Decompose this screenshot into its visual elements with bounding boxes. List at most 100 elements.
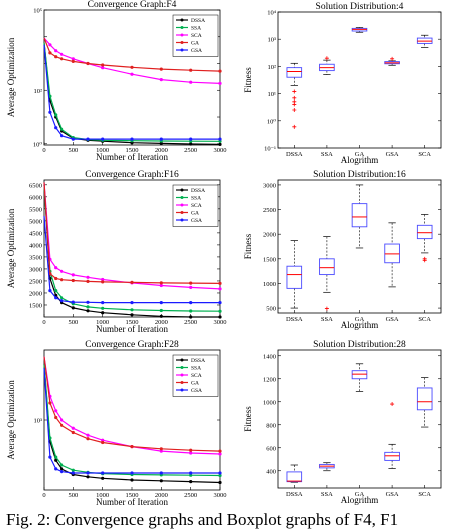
legend-marker-sca bbox=[180, 203, 184, 207]
data-point-ssa bbox=[54, 289, 58, 293]
legend-marker-sca bbox=[180, 33, 184, 37]
data-point-gsa bbox=[189, 301, 193, 305]
data-point-dssa bbox=[189, 480, 193, 484]
chart-title-4: Convergence Graph:F28 bbox=[85, 340, 179, 350]
y-tick-label-1: 10³ bbox=[268, 37, 277, 44]
convergence-chart-2: Convergence Graph:F16 Number of Iteration… bbox=[6, 170, 227, 334]
chart-title-3: Solution Distribution:16 bbox=[313, 170, 406, 180]
outlier-marker-dssa bbox=[292, 95, 297, 100]
category-label-ssa: SSA bbox=[321, 491, 333, 498]
outlier-marker-dssa bbox=[292, 102, 297, 107]
data-point-dssa bbox=[101, 311, 105, 315]
data-point-gsa bbox=[54, 126, 58, 130]
y-axis-label-4: Average Optimization bbox=[6, 380, 16, 460]
legend-label-gsa: GSA bbox=[191, 218, 202, 224]
data-point-gsa bbox=[60, 299, 64, 303]
data-point-sca bbox=[101, 277, 105, 282]
category-label-sca: SCA bbox=[418, 491, 431, 498]
data-point-ssa bbox=[101, 306, 105, 310]
x-tick-label-2: 2500 bbox=[184, 319, 197, 326]
data-point-sca bbox=[159, 78, 163, 82]
boxplot-chart-3: Solution Distribution:16 Alogrithm Fitness… bbox=[243, 170, 442, 330]
data-point-sca bbox=[218, 452, 222, 456]
box-sca bbox=[416, 387, 433, 411]
data-point-ga bbox=[189, 281, 193, 285]
x-tick-label-0: 2500 bbox=[184, 147, 197, 154]
category-label-ga: GA bbox=[355, 491, 365, 498]
y-tick-label-4: 10³ bbox=[34, 418, 43, 425]
x-tick-label-2: 3000 bbox=[214, 319, 227, 326]
outlier-marker-gsa bbox=[390, 402, 395, 407]
convergence-chart-0: Convergence Graph:F4 Number of Iteration A… bbox=[6, 0, 227, 162]
box-ga bbox=[351, 203, 368, 228]
x-tick-label-0: 2000 bbox=[155, 147, 168, 154]
x-tick-label-2: 1500 bbox=[126, 319, 139, 326]
legend-marker-dssa bbox=[180, 358, 184, 362]
data-point-ga bbox=[60, 423, 64, 427]
category-label-dssa: DSSA bbox=[286, 491, 303, 498]
data-point-gsa bbox=[48, 289, 52, 293]
data-point-gsa bbox=[159, 301, 163, 305]
data-point-ga bbox=[218, 281, 222, 285]
data-point-ga bbox=[48, 51, 52, 55]
box-dssa bbox=[286, 67, 303, 78]
data-point-ssa bbox=[54, 455, 58, 459]
data-point-dssa bbox=[159, 479, 163, 483]
x-tick-label-4: 1500 bbox=[126, 492, 139, 499]
data-point-sca bbox=[218, 287, 222, 291]
data-point-dssa bbox=[60, 467, 64, 471]
data-point-ssa bbox=[218, 309, 222, 313]
category-label-sca: SCA bbox=[418, 316, 431, 323]
data-point-ga bbox=[159, 281, 163, 285]
plot-area-1 bbox=[277, 11, 442, 149]
y-axis-label-1: Fitness bbox=[243, 67, 253, 93]
box-gsa bbox=[384, 451, 400, 461]
legend-label-gsa: GSA bbox=[191, 48, 202, 54]
y-tick-label-2: 3500 bbox=[29, 254, 42, 261]
chart-title-1: Solution Distribution:4 bbox=[316, 2, 404, 12]
data-point-sca bbox=[189, 80, 193, 84]
data-point-gsa bbox=[86, 471, 90, 475]
y-tick-label-2: 5000 bbox=[29, 218, 42, 225]
data-point-ga bbox=[60, 278, 64, 282]
y-tick-label-3: 3000 bbox=[263, 182, 276, 189]
data-point-sca bbox=[54, 266, 58, 270]
data-point-ssa bbox=[60, 127, 64, 131]
data-point-ga bbox=[189, 448, 193, 452]
legend-marker-ga bbox=[180, 211, 184, 214]
legend-box-2 bbox=[172, 184, 219, 227]
data-point-ga bbox=[54, 55, 58, 59]
y-tick-label-5: 1000 bbox=[263, 399, 276, 406]
data-point-ssa bbox=[189, 309, 193, 313]
legend-label-ga: GA bbox=[191, 381, 199, 387]
data-point-sca bbox=[54, 409, 58, 413]
data-point-sca bbox=[60, 269, 64, 273]
y-tick-label-0: 10⁰ bbox=[33, 141, 43, 148]
x-axis-label-4: Number of Iteration bbox=[96, 497, 168, 507]
data-point-ga bbox=[48, 401, 52, 405]
y-tick-label-5: 800 bbox=[266, 422, 276, 429]
legend-marker-dssa bbox=[180, 188, 184, 192]
data-point-ga bbox=[60, 57, 64, 61]
legend-label-sca: SCA bbox=[191, 33, 202, 39]
legend-marker-ssa bbox=[180, 26, 184, 29]
y-tick-label-5: 600 bbox=[266, 445, 276, 452]
data-point-ga bbox=[101, 63, 105, 67]
x-axis-label-5: Alogrithm bbox=[341, 495, 379, 505]
legend-marker-ssa bbox=[180, 366, 184, 369]
legend-label-ssa: SSA bbox=[191, 26, 201, 32]
data-point-ga bbox=[86, 279, 90, 283]
x-axis-label-0: Number of Iteration bbox=[96, 152, 168, 162]
y-tick-label-2: 1500 bbox=[29, 302, 42, 309]
data-point-dssa bbox=[159, 141, 163, 145]
category-label-gsa: GSA bbox=[386, 491, 399, 498]
y-tick-label-2: 4000 bbox=[29, 242, 42, 249]
chart-title-2: Convergence Graph:F16 bbox=[85, 170, 179, 180]
data-point-ssa bbox=[71, 468, 75, 472]
data-point-dssa bbox=[218, 480, 222, 485]
chart-title-5: Solution Distribution:28 bbox=[313, 340, 406, 350]
category-label-gsa: GSA bbox=[386, 151, 399, 158]
x-tick-label-4: 500 bbox=[68, 492, 78, 499]
y-tick-label-3: 1000 bbox=[263, 281, 276, 288]
y-tick-label-5: 1200 bbox=[263, 376, 276, 383]
